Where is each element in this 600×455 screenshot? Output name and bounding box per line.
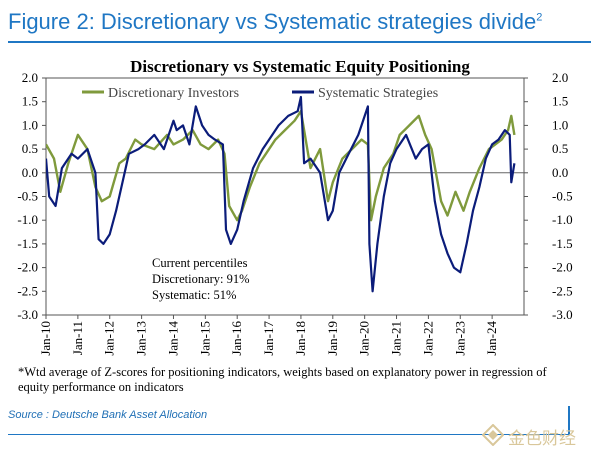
- legend: Discretionary Investors Systematic Strate…: [82, 86, 438, 101]
- figure-title: Figure 2: Discretionary vs Systematic st…: [8, 9, 542, 35]
- title-rule: [8, 41, 591, 43]
- y-axis-left: 2.0 1.5 1.0 0.5 0.0 -0.5 -1.0 -1.5 -2.0 -2.5 -3.0: [17, 70, 46, 322]
- bottom-rule: [8, 434, 568, 435]
- plot-border: [45, 77, 525, 316]
- y-tick-label-left: 1.0: [22, 117, 38, 132]
- y-tick-label-left: -2.5: [17, 283, 38, 298]
- y-tick-label-left: 2.0: [22, 70, 38, 85]
- y-tick-label-left: 1.5: [22, 94, 38, 109]
- annotation-line: Systematic: 51%: [152, 288, 236, 302]
- series-line-discretionary: [46, 109, 516, 222]
- y-tick-label-right: 0.5: [552, 141, 568, 156]
- y-tick-label-right: 1.5: [552, 94, 568, 109]
- y-tick-label-right: -3.0: [552, 307, 573, 322]
- annotation-line: Discretionary: 91%: [152, 272, 250, 286]
- x-tick-label: Jan-10: [38, 321, 53, 356]
- x-tick-label: Jan-22: [420, 321, 435, 356]
- x-tick-label: Jan-23: [452, 321, 467, 356]
- y-tick-label-left: -1.5: [17, 236, 38, 251]
- y-tick-label-right: -2.5: [552, 283, 573, 298]
- x-tick-label: Jan-13: [134, 321, 149, 356]
- figure-title-superscript: 2: [536, 11, 543, 24]
- y-tick-label-right: -2.0: [552, 260, 573, 275]
- figure-title-text: Figure 2: Discretionary vs Systematic st…: [8, 9, 537, 34]
- x-tick-label: Jan-12: [102, 321, 117, 356]
- y-tick-label-left: 0.0: [22, 165, 38, 180]
- positioning-chart: 2.01.51.00.50.0-0.5-1.0-1.5-2.0-2.5-3.0 …: [17, 70, 573, 356]
- x-tick-label: Jan-16: [229, 321, 244, 356]
- watermark-logo-icon: [482, 424, 504, 446]
- series-line-systematic: [46, 95, 516, 293]
- y-tick-label-right: -1.0: [552, 212, 573, 227]
- y-tick-label-left: -2.0: [17, 260, 38, 275]
- x-axis: Jan-10 Jan-11 Jan-12 Jan-13 Jan-14 Jan-15 Jan-…: [38, 315, 499, 356]
- y-tick-label-left: -1.0: [17, 212, 38, 227]
- x-tick-label: Jan-14: [165, 321, 180, 356]
- watermark-text: 金色财经: [508, 429, 576, 449]
- y-tick-label-left: -0.5: [17, 189, 38, 204]
- x-tick-label: Jan-15: [197, 321, 212, 356]
- y-tick-label-right: 1.0: [552, 117, 568, 132]
- annotation-current-percentiles: Current percentiles Discretionary: 91% Sys…: [152, 256, 250, 302]
- y-tick-label-right: -1.5: [552, 236, 573, 251]
- x-tick-label: Jan-19: [325, 321, 340, 356]
- watermark: 金色财经: [482, 422, 600, 449]
- y-tick-label-right: 0.0: [552, 165, 568, 180]
- y-tick-label-right: 2.0: [552, 70, 568, 85]
- x-tick-label: Jan-20: [357, 321, 372, 356]
- legend-label: Systematic Strategies: [318, 86, 438, 101]
- x-tick-label: Jan-11: [70, 321, 85, 355]
- plot-frame: [45, 77, 525, 316]
- source-note: Source : Deutsche Bank Asset Allocation: [8, 409, 208, 421]
- chart-title: Discretionary vs Systematic Equity Posit…: [130, 57, 470, 76]
- y-tick-label-left: -3.0: [17, 307, 38, 322]
- x-tick-label: Jan-24: [484, 321, 499, 356]
- series-lines: [46, 95, 516, 293]
- bottom-tick: [568, 406, 570, 435]
- y-tick-label-right: -0.5: [552, 189, 573, 204]
- y-axis-right: 2.0 1.5 1.0 0.5 0.0 -0.5 -1.0 -1.5 -2.0 -2.5 -3.0: [524, 70, 573, 322]
- x-tick-label: Jan-18: [293, 321, 308, 356]
- footnote: *Wtd average of Z-scores for positioning…: [18, 365, 547, 394]
- legend-label: Discretionary Investors: [108, 86, 239, 101]
- x-tick-label: Jan-21: [389, 321, 404, 356]
- y-tick-label-left: 0.5: [22, 141, 38, 156]
- x-tick-label: Jan-17: [261, 321, 276, 356]
- annotation-line: Current percentiles: [152, 256, 248, 270]
